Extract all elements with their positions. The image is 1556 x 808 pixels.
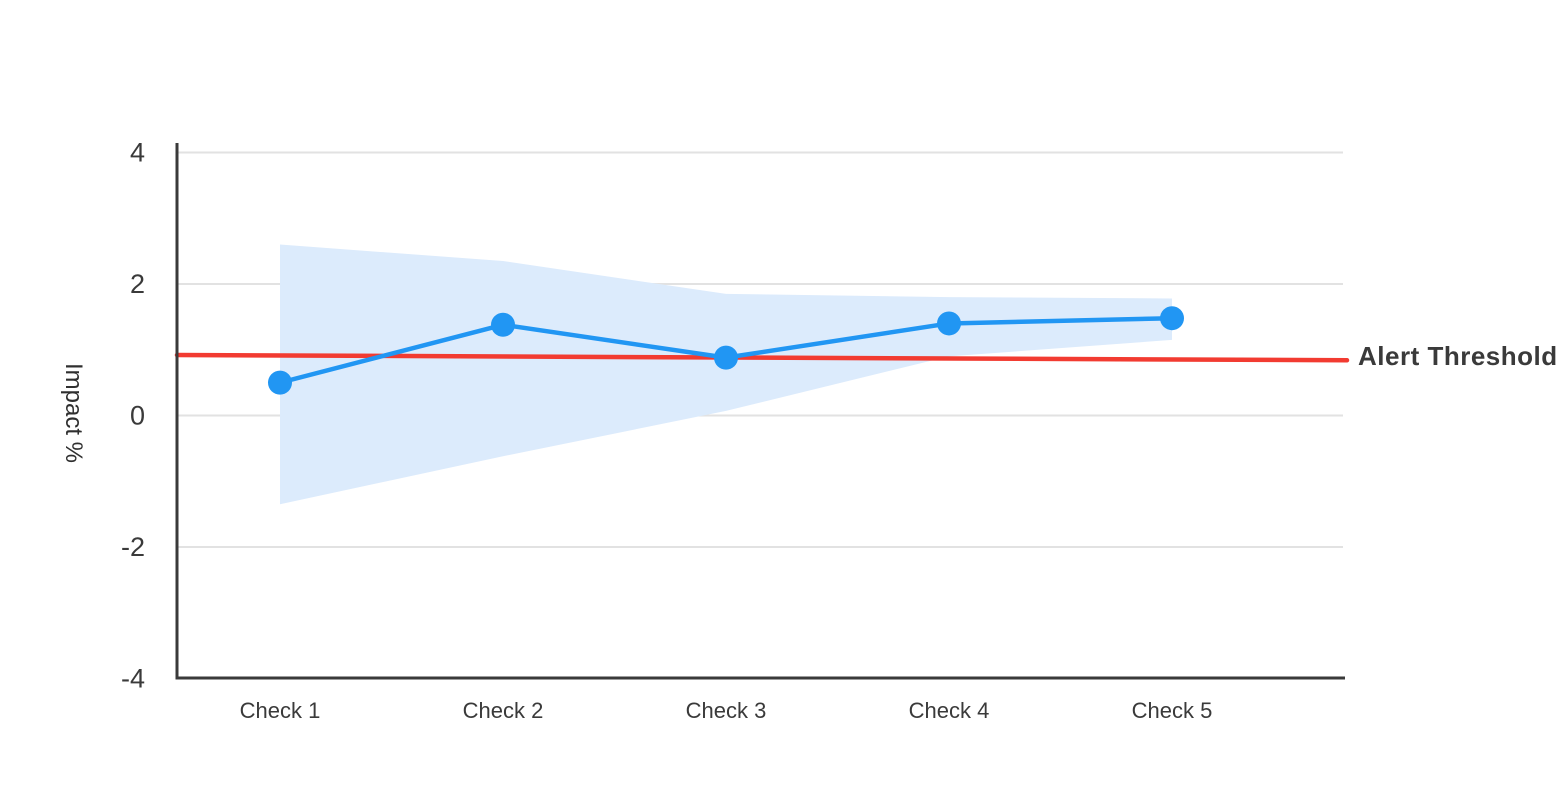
alert-threshold-line xyxy=(174,352,1350,363)
impact-series-layer xyxy=(268,306,1184,395)
threshold-label: Alert Threshold xyxy=(1358,341,1556,371)
threshold-line-layer xyxy=(174,352,1350,363)
x-category-label-2: Check 2 xyxy=(463,698,544,723)
confidence-band xyxy=(280,244,1172,505)
data-point-check-3[interactable] xyxy=(714,345,738,370)
y-tick-label-2: 2 xyxy=(130,269,145,299)
y-tick-label--4: -4 xyxy=(121,664,145,694)
y-axis-title: Impact % xyxy=(60,363,87,463)
y-tick-label-0: 0 xyxy=(130,401,145,431)
x-category-label-3: Check 3 xyxy=(686,698,767,723)
axes-layer xyxy=(175,143,1345,680)
x-category-label-4: Check 4 xyxy=(909,698,990,723)
y-tick-label-4: 4 xyxy=(130,138,145,168)
tick-labels-layer: 4 2 0 -2 -4 Check 1 Check 2 Check 3 Check 4 Check… xyxy=(121,138,1212,724)
x-category-label-5: Check 5 xyxy=(1132,698,1213,723)
data-point-check-5[interactable] xyxy=(1160,306,1184,331)
confidence-band-layer xyxy=(280,244,1172,505)
x-category-label-1: Check 1 xyxy=(240,698,321,723)
y-tick-label--2: -2 xyxy=(121,532,145,562)
data-point-check-1[interactable] xyxy=(268,370,292,395)
data-point-check-2[interactable] xyxy=(491,312,515,337)
data-point-check-4[interactable] xyxy=(937,311,961,336)
